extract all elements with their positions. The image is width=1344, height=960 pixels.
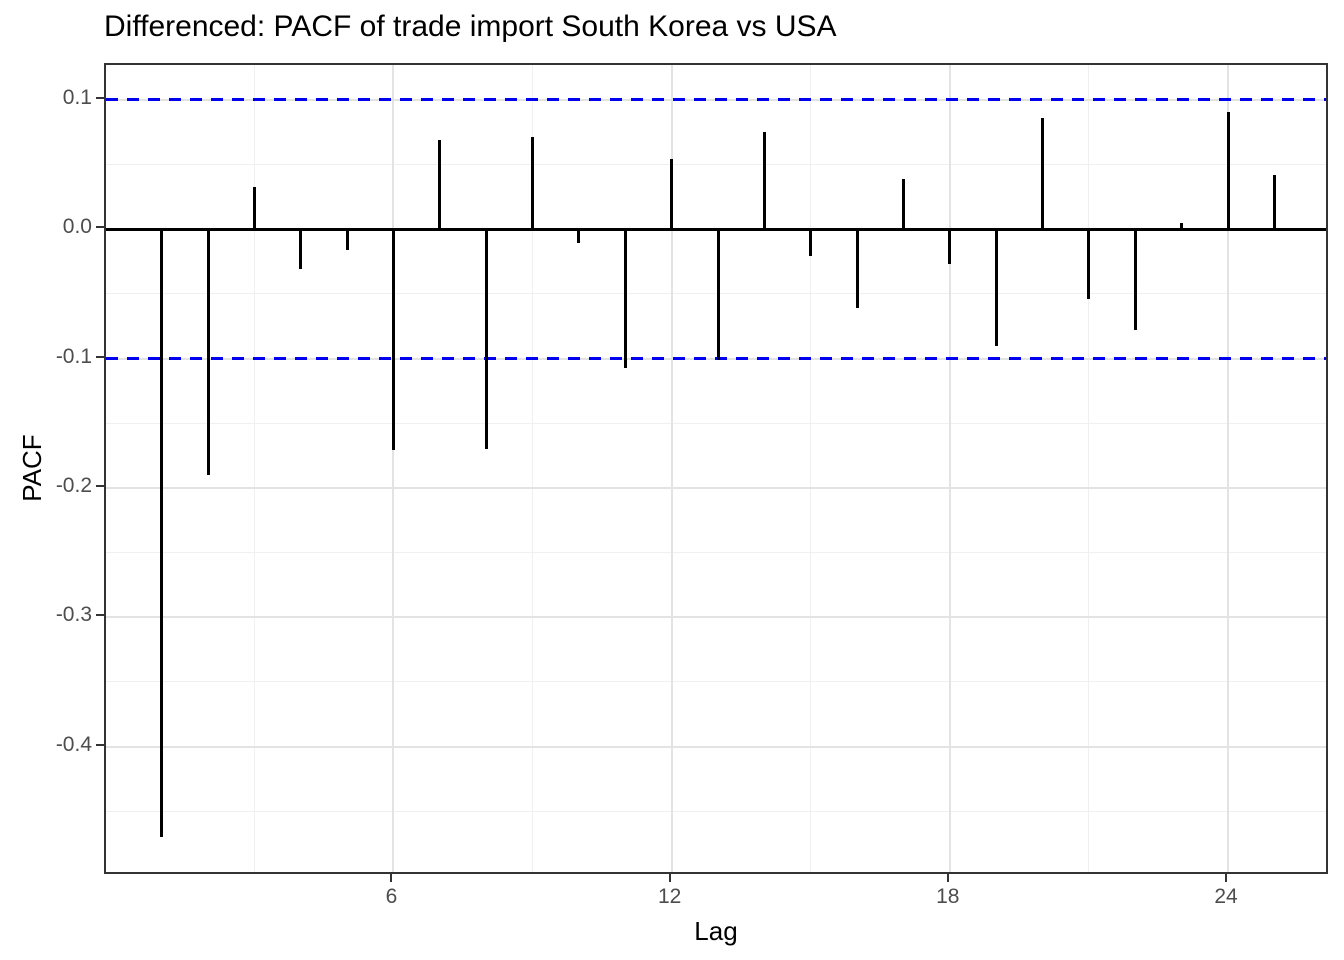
x-tick-label: 12 (657, 885, 682, 908)
pacf-spike-lag-15 (809, 229, 813, 257)
y-tick-mark (96, 226, 104, 229)
pacf-spike-lag-9 (531, 137, 535, 230)
pacf-spike-lag-23 (1180, 222, 1184, 230)
pacf-spike-lag-19 (994, 229, 998, 346)
pacf-spike-lag-8 (484, 229, 488, 450)
zero-line (106, 227, 1326, 231)
minor-gridline-x (810, 65, 812, 872)
y-tick-label: -0.4 (55, 732, 92, 756)
major-gridline-y (106, 616, 1326, 619)
pacf-spike-lag-2 (206, 229, 210, 476)
major-gridline-y (106, 486, 1326, 489)
confidence-band-upper (106, 98, 1326, 102)
x-tick-label: 24 (1214, 885, 1238, 908)
x-tick-mark (390, 874, 393, 882)
pacf-spike-lag-14 (762, 132, 766, 230)
minor-gridline-y (106, 681, 1326, 683)
minor-gridline-x (532, 65, 534, 872)
confidence-band-lower (106, 357, 1326, 361)
minor-gridline-x (1088, 65, 1090, 872)
pacf-spike-lag-13 (716, 229, 720, 360)
minor-gridline-y (106, 552, 1326, 554)
pacf-spike-lag-12 (670, 159, 674, 230)
pacf-spike-lag-18 (948, 229, 952, 265)
chart-title: Differenced: PACF of trade import South … (104, 10, 837, 43)
minor-gridline-y (106, 810, 1326, 812)
x-tick-mark (668, 874, 671, 882)
pacf-spike-lag-25 (1272, 174, 1276, 230)
pacf-spike-lag-10 (577, 229, 581, 244)
minor-gridline-y (106, 164, 1326, 166)
minor-gridline-x (253, 65, 255, 872)
y-tick-label: -0.2 (55, 473, 92, 497)
plot-panel (104, 63, 1328, 874)
pacf-spike-lag-20 (1041, 118, 1045, 230)
major-gridline-y (106, 745, 1326, 748)
y-tick-mark (96, 484, 104, 487)
y-axis-title: PACF (17, 434, 47, 502)
major-gridline-x (392, 65, 395, 872)
pacf-spike-lag-24 (1226, 111, 1230, 230)
pacf-spike-lag-5 (345, 229, 349, 250)
pacf-spike-lag-7 (438, 140, 442, 230)
y-tick-mark (96, 96, 104, 99)
y-tick-mark (96, 614, 104, 617)
x-tick-mark (946, 874, 949, 882)
x-tick-label: 6 (385, 885, 398, 908)
pacf-spike-lag-3 (252, 186, 256, 230)
x-axis-title: Lag (694, 916, 738, 946)
major-gridline-x (948, 65, 951, 872)
pacf-spike-lag-16 (855, 229, 859, 309)
x-tick-label: 18 (936, 885, 960, 908)
x-tick-mark (1225, 874, 1227, 882)
minor-gridline-y (106, 422, 1326, 424)
y-tick-label: 0.0 (62, 215, 92, 239)
pacf-spike-lag-11 (623, 229, 627, 368)
pacf-spike-lag-21 (1087, 229, 1091, 300)
y-tick-label: -0.1 (55, 344, 92, 368)
y-tick-mark (96, 743, 104, 746)
pacf-spike-lag-1 (160, 229, 164, 838)
y-tick-label: 0.1 (62, 85, 92, 109)
pacf-spike-lag-4 (299, 229, 303, 270)
y-tick-label: -0.3 (55, 603, 92, 627)
pacf-spike-lag-17 (901, 178, 905, 230)
pacf-spike-lag-22 (1133, 229, 1137, 331)
major-gridline-x (670, 65, 673, 872)
minor-gridline-y (106, 293, 1326, 295)
y-tick-mark (96, 355, 104, 358)
pacf-spike-lag-6 (391, 229, 395, 451)
major-gridline-x (1227, 65, 1229, 872)
